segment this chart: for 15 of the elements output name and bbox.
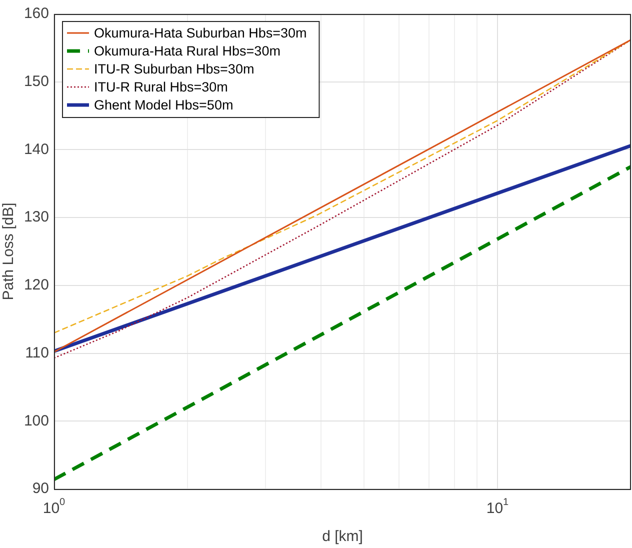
y-tick-label: 90 <box>32 480 49 498</box>
legend-label: Okumura-Hata Suburban Hbs=30m <box>94 26 307 41</box>
legend-label: Ghent Model Hbs=50m <box>94 98 234 113</box>
x-axis-title: d [km] <box>322 528 363 546</box>
legend-label: ITU-R Suburban Hbs=30m <box>94 62 254 77</box>
y-axis-title: Path Loss [dB] <box>0 202 18 300</box>
y-tick-label: 120 <box>24 276 49 294</box>
y-tick-label: 110 <box>25 344 49 362</box>
y-tick-label: 160 <box>24 5 49 22</box>
y-tick-label: 150 <box>24 73 49 90</box>
y-tick-label: 140 <box>24 140 49 158</box>
y-tick-label: 130 <box>24 208 49 226</box>
legend-label: Okumura-Hata Rural Hbs=30m <box>94 44 280 59</box>
y-tick-label: 100 <box>24 412 49 430</box>
legend-label: ITU-R Rural Hbs=30m <box>94 80 228 95</box>
